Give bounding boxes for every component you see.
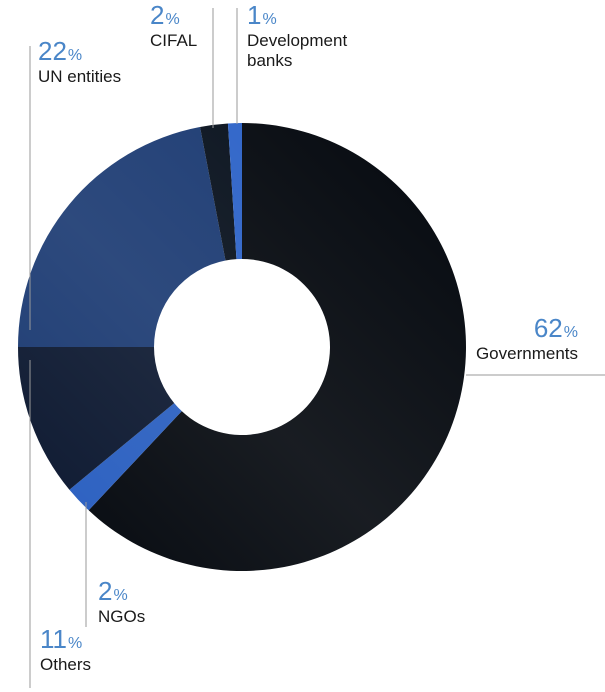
donut-sheen bbox=[18, 123, 466, 571]
category-label-development-banks-line-1: Development bbox=[247, 31, 347, 50]
data-label-cifal: 2% bbox=[150, 0, 180, 30]
leader-lines bbox=[29, 8, 605, 688]
category-label-development-banks-line-2: banks bbox=[247, 51, 292, 70]
label-cifal: 2%CIFAL bbox=[150, 0, 197, 50]
label-others: 11%Others bbox=[40, 624, 91, 674]
data-label-un-entities: 22% bbox=[38, 36, 82, 66]
category-label-un-entities: UN entities bbox=[38, 67, 121, 86]
category-label-others: Others bbox=[40, 655, 91, 674]
label-un-entities: 22%UN entities bbox=[38, 36, 121, 86]
label-ngos: 2%NGOs bbox=[98, 576, 145, 626]
slices bbox=[17, 123, 466, 571]
category-label-ngos: NGOs bbox=[98, 607, 145, 626]
data-label-ngos: 2% bbox=[98, 576, 128, 606]
data-label-others: 11% bbox=[40, 624, 82, 654]
data-label-governments: 62% bbox=[534, 313, 578, 343]
label-governments: 62%Governments bbox=[476, 313, 578, 363]
category-label-governments: Governments bbox=[476, 344, 578, 363]
category-label-cifal: CIFAL bbox=[150, 31, 197, 50]
data-label-development-banks: 1% bbox=[247, 0, 277, 30]
